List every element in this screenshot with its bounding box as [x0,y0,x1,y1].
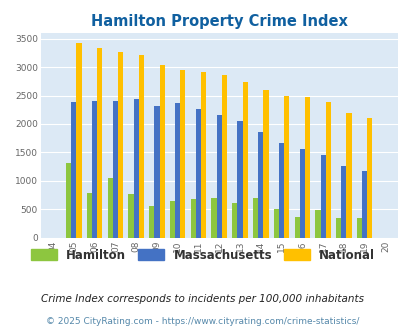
Title: Hamilton Property Crime Index: Hamilton Property Crime Index [91,14,347,29]
Bar [325,102,330,238]
Bar [242,82,247,238]
Bar [195,109,200,238]
Bar [341,166,345,238]
Bar [315,210,320,238]
Bar [139,55,144,238]
Bar [97,48,102,238]
Bar [361,171,367,238]
Bar [71,102,76,238]
Bar [128,194,133,238]
Bar [299,149,304,238]
Bar [211,198,216,238]
Bar [356,218,361,238]
Bar [107,179,113,238]
Bar [200,72,206,238]
Bar [335,218,341,238]
Bar [345,113,351,238]
Bar [237,121,242,238]
Bar [304,97,309,238]
Bar [252,198,258,238]
Bar [149,206,154,238]
Bar [118,52,123,238]
Text: Crime Index corresponds to incidents per 100,000 inhabitants: Crime Index corresponds to incidents per… [41,294,364,304]
Bar [278,143,284,238]
Bar [87,193,92,238]
Bar [294,217,299,238]
Bar [258,132,263,238]
Bar [367,118,371,238]
Text: © 2025 CityRating.com - https://www.cityrating.com/crime-statistics/: © 2025 CityRating.com - https://www.city… [46,317,359,326]
Bar [232,203,237,238]
Bar [273,209,278,238]
Bar [169,201,175,238]
Bar [92,101,97,238]
Bar [216,115,221,238]
Legend: Hamilton, Massachusetts, National: Hamilton, Massachusetts, National [26,244,379,266]
Bar [159,65,164,238]
Bar [66,163,71,238]
Bar [180,70,185,238]
Bar [284,95,289,238]
Bar [320,155,325,238]
Bar [190,199,195,238]
Bar [175,104,180,238]
Bar [113,101,118,238]
Bar [133,99,139,238]
Bar [221,75,226,238]
Bar [154,106,159,238]
Bar [263,90,268,238]
Bar [76,43,81,238]
